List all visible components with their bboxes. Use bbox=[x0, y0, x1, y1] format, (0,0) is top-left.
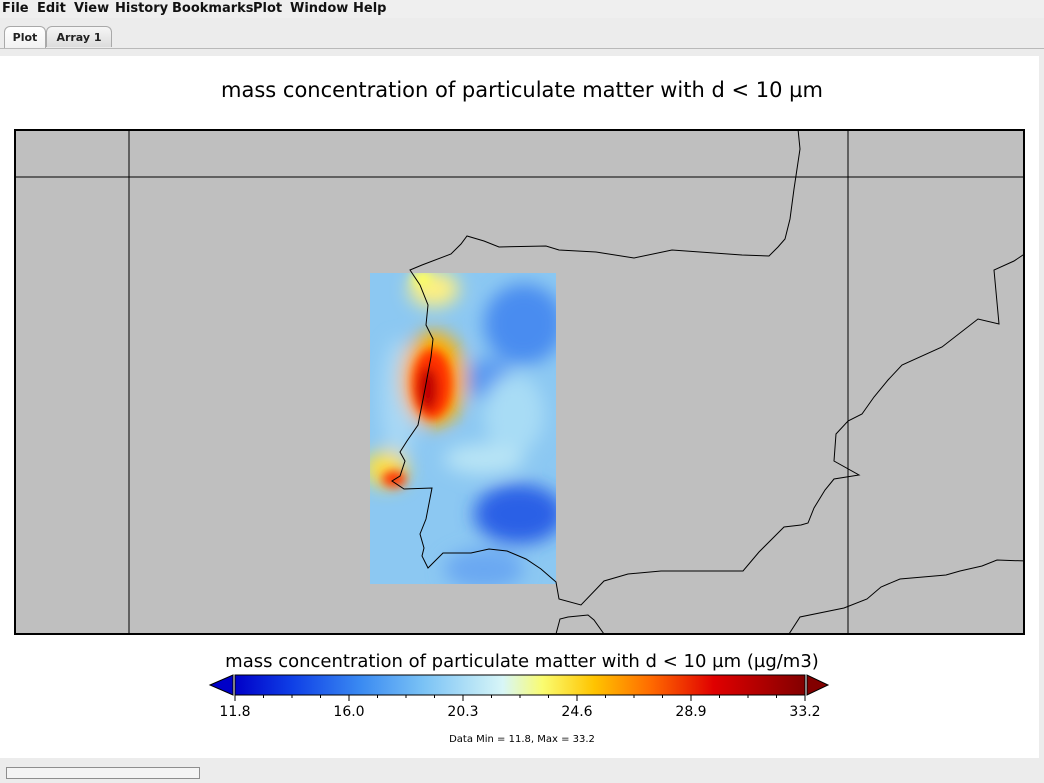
colorbar-gradient bbox=[234, 674, 806, 696]
menu-help[interactable]: Help bbox=[353, 1, 387, 16]
colorbar-tick-label: 24.6 bbox=[561, 704, 592, 720]
colorbar-tick-label: 11.8 bbox=[219, 704, 250, 720]
menu-view[interactable]: View bbox=[74, 1, 110, 16]
menu-history[interactable]: History bbox=[115, 1, 169, 16]
colorbar: 11.8 16.0 20.3 24.6 28.9 33.2 bbox=[208, 674, 830, 720]
colorbar-ticks bbox=[234, 695, 806, 701]
menu-bookmarks[interactable]: Bookmarks bbox=[172, 1, 254, 16]
colorbar-title: mass concentration of particulate matter… bbox=[225, 651, 819, 672]
colorbar-tick-label: 28.9 bbox=[675, 704, 706, 720]
tab-bar: Plot Array 1 bbox=[0, 22, 1044, 49]
map-gridlines bbox=[15, 130, 1024, 634]
menu-bar: File Edit View History Bookmarks Plot Wi… bbox=[0, 0, 1044, 18]
menu-plot[interactable]: Plot bbox=[253, 1, 283, 16]
data-range-text: Data Min = 11.8, Max = 33.2 bbox=[449, 734, 595, 745]
tab-array-1[interactable]: Array 1 bbox=[46, 26, 112, 47]
plot-title: mass concentration of particulate matter… bbox=[221, 78, 823, 102]
tab-plot[interactable]: Plot bbox=[4, 26, 46, 48]
colorbar-tick-labels: 11.8 16.0 20.3 24.6 28.9 33.2 bbox=[219, 704, 820, 720]
status-bar bbox=[0, 760, 1044, 783]
colorbar-min-extend-arrow bbox=[208, 674, 234, 696]
map-plot[interactable] bbox=[14, 129, 1026, 637]
menu-file[interactable]: File bbox=[2, 1, 29, 16]
colorbar-tick-label: 16.0 bbox=[333, 704, 364, 720]
progress-bar bbox=[6, 767, 200, 779]
colorbar-tick-label: 33.2 bbox=[789, 704, 820, 720]
colorbar-tick-label: 20.3 bbox=[447, 704, 478, 720]
heatmap-field bbox=[370, 273, 556, 584]
colorbar-max-extend-arrow bbox=[806, 674, 830, 696]
menu-edit[interactable]: Edit bbox=[37, 1, 66, 16]
coastline bbox=[391, 130, 1024, 634]
plot-panel: mass concentration of particulate matter… bbox=[0, 56, 1039, 758]
map-frame bbox=[14, 129, 1025, 635]
menu-window[interactable]: Window bbox=[290, 1, 349, 16]
